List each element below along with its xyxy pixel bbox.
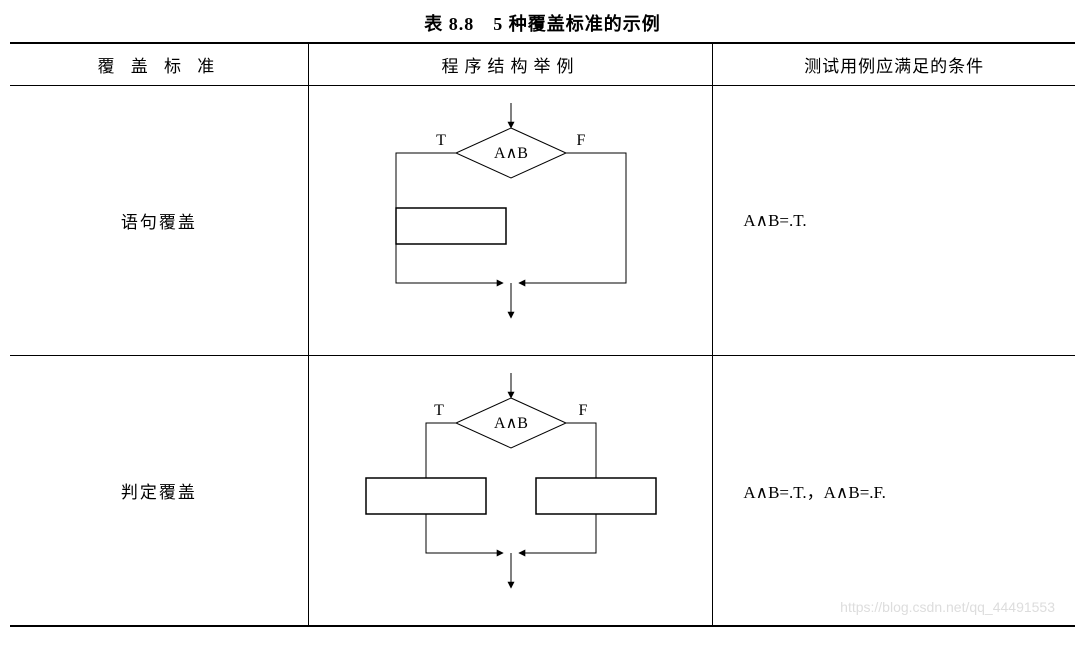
coverage-name-cell: 语句覆盖 (10, 86, 308, 356)
coverage-table: 覆 盖 标 准 程序结构举例 测试用例应满足的条件 语句覆盖 A∧B T F A∧B=.… (10, 42, 1075, 627)
flowchart-diagram: A∧B T F (321, 363, 701, 613)
true-label: T (434, 402, 444, 419)
table-row: 判定覆盖 A∧B T F A∧B=.T.，A∧B=.F. (10, 356, 1075, 627)
false-label: F (578, 402, 587, 419)
process-box (366, 478, 486, 514)
header-col3: 测试用例应满足的条件 (713, 43, 1075, 86)
condition-cell: A∧B=.T.，A∧B=.F. (713, 356, 1075, 627)
condition-cell: A∧B=.T. (713, 86, 1075, 356)
process-box (396, 208, 506, 244)
flow-edge (519, 153, 626, 283)
true-label: T (436, 132, 446, 149)
flowchart-diagram: A∧B T F (341, 93, 681, 343)
flow-edge (426, 423, 456, 478)
process-box (536, 478, 656, 514)
flowchart-cell: A∧B T F (308, 86, 713, 356)
table-row: 语句覆盖 A∧B T F A∧B=.T. (10, 86, 1075, 356)
flow-edge (426, 514, 503, 553)
flow-edge (566, 423, 596, 478)
table-header-row: 覆 盖 标 准 程序结构举例 测试用例应满足的条件 (10, 43, 1075, 86)
flowchart-cell: A∧B T F (308, 356, 713, 627)
flow-edge (396, 153, 456, 208)
flow-edge (396, 244, 503, 283)
decision-label: A∧B (494, 415, 528, 432)
header-col2: 程序结构举例 (308, 43, 713, 86)
header-col1: 覆 盖 标 准 (10, 43, 308, 86)
decision-label: A∧B (494, 145, 528, 162)
coverage-name-cell: 判定覆盖 (10, 356, 308, 627)
false-label: F (576, 132, 585, 149)
flow-edge (519, 514, 596, 553)
table-caption: 表 8.8 5 种覆盖标准的示例 (10, 10, 1075, 36)
